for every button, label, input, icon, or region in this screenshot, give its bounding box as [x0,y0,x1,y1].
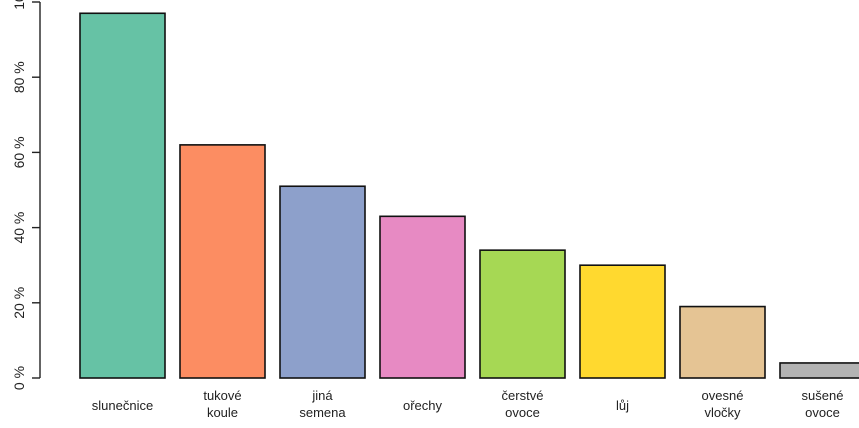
x-tick-label: koule [207,405,238,420]
y-tick-label: 80 % [11,61,27,93]
y-tick-label: 40 % [11,212,27,244]
y-axis: 0 % 20 % 40 % 60 % 80 % 10 [11,0,41,390]
x-tick-label: ořechy [403,398,443,413]
bar [179,144,266,379]
x-tick-label: ovesné [702,388,744,403]
x-axis-labels: slunečnice tukové koule jiná semena ořechy čer… [92,388,844,420]
y-tick-label: 10 [11,0,27,10]
x-tick-label: ovoce [505,405,540,420]
bar [479,249,566,379]
bar [679,305,766,379]
x-tick-label: jiná [311,388,333,403]
y-tick-label: 0 % [11,366,27,390]
y-tick-label: 20 % [11,287,27,319]
x-tick-label: vločky [704,405,741,420]
bar [779,362,859,379]
y-tick-label: 60 % [11,136,27,168]
x-tick-label: tukové [203,388,241,403]
x-tick-label: semena [299,405,346,420]
x-tick-label: čerstvé [502,388,544,403]
x-tick-label: ovoce [805,405,840,420]
bar [379,215,466,379]
x-tick-label: slunečnice [92,398,153,413]
bar [579,264,666,379]
x-tick-label: sušené [802,388,844,403]
bar [79,12,166,379]
bar [279,185,366,379]
x-tick-label: lůj [616,398,629,413]
bars [79,12,859,379]
